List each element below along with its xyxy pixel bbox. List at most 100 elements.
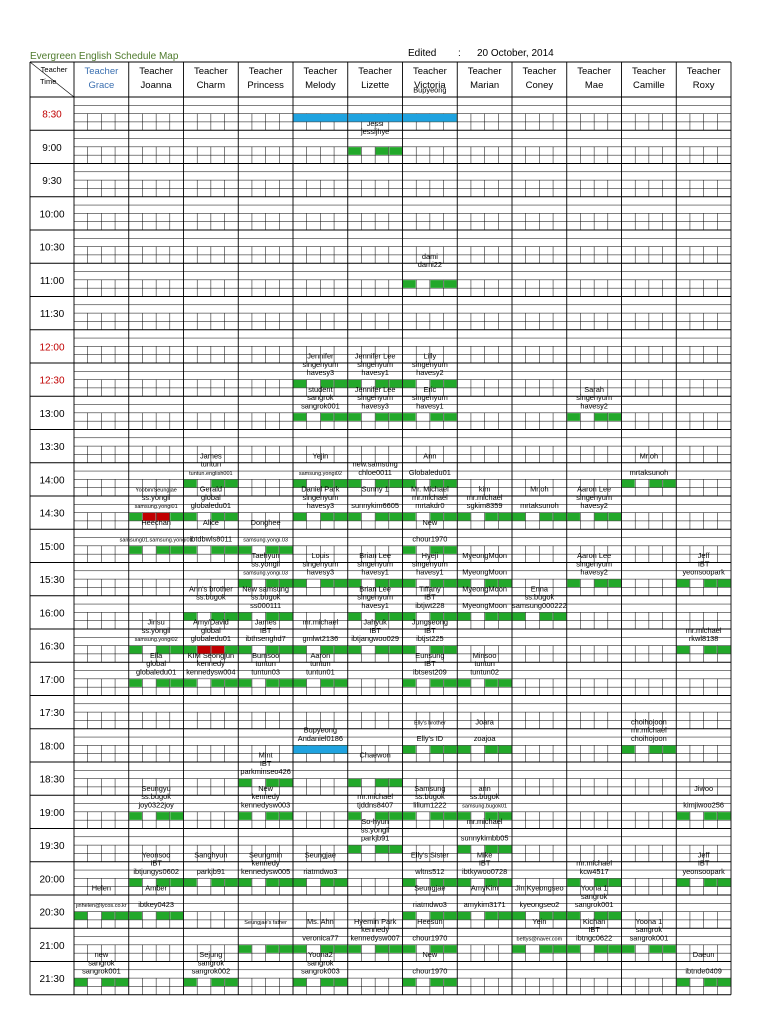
booked-slot	[485, 911, 498, 920]
schedule-entry-text: IBT	[260, 626, 272, 635]
schedule-entry-text: Aaron Lee	[577, 485, 611, 494]
time-label: 14:00	[39, 475, 64, 486]
booked-slot	[320, 679, 334, 687]
booked-slot	[389, 645, 402, 654]
booked-slot	[211, 978, 225, 987]
schedule-entry-text: sangrok002	[192, 967, 231, 976]
schedule-entry-text: singenyum	[357, 593, 393, 602]
booked-slot	[156, 679, 170, 687]
booked-slot	[498, 679, 512, 687]
schedule-entry-text: student	[308, 385, 332, 394]
booked-slot	[498, 911, 512, 920]
booked-slot	[225, 878, 238, 887]
schedule-entry-text: James	[200, 451, 222, 460]
booked-slot	[101, 978, 115, 987]
schedule-entry-text: New	[258, 784, 273, 793]
schedule-entry-text: IBT	[588, 925, 600, 934]
booked-slot	[457, 579, 471, 588]
schedule-entry-text: ibtsest209	[413, 667, 447, 676]
booked-slot	[403, 379, 416, 388]
booked-slot	[266, 679, 279, 687]
schedule-entry-text: Heechan	[141, 518, 171, 527]
schedule-entry-text: choihojoon	[631, 717, 667, 726]
booked-slot	[170, 878, 183, 887]
booked-slot	[320, 945, 334, 953]
schedule-entry-text: tuntun	[310, 659, 331, 668]
schedule-entry-text: singenyum	[303, 559, 339, 568]
booked-slot	[389, 778, 402, 787]
schedule-entry-text: tuntun	[255, 659, 276, 668]
schedule-entry-text: Taehyun	[252, 551, 280, 560]
schedule-entry-text: Jiwoo	[694, 784, 713, 793]
booked-slot	[211, 612, 225, 621]
booked-slot	[457, 612, 471, 621]
booked-slot	[348, 413, 361, 421]
booked-slot	[594, 945, 608, 953]
schedule-entry-text: Donghee	[251, 518, 281, 527]
schedule-entry-text: kcw4517	[580, 867, 609, 876]
edited-colon: :	[458, 48, 461, 59]
booked-slot	[266, 546, 279, 554]
schedule-entry-text: ss.yongil	[251, 559, 280, 568]
schedule-entry-text: Gerald	[200, 485, 222, 494]
booked-slot	[279, 612, 293, 621]
booked-slot	[444, 512, 457, 521]
schedule-entry-text: IBT	[150, 859, 162, 868]
booked-slot	[293, 479, 307, 488]
schedule-entry-text: Elly's brother	[414, 720, 446, 726]
booked-slot	[676, 579, 690, 588]
schedule-entry-text: Brian Lee	[359, 584, 391, 593]
booked-slot	[279, 546, 293, 554]
schedule-entry-text: ibtjst225	[416, 634, 444, 643]
booked-slot	[293, 413, 307, 421]
schedule-entry-text: Mr.oh	[640, 451, 658, 460]
time-label: 19:00	[39, 808, 64, 819]
time-label: 20:30	[39, 908, 64, 919]
schedule-entry-text: IBT	[698, 559, 710, 568]
booked-slot	[211, 679, 225, 687]
time-label: 9:00	[42, 143, 62, 154]
time-label: 19:30	[39, 841, 64, 852]
schedule-entry-text: yeonsoopark	[682, 568, 725, 577]
page-header: Evergreen English Schedule Map Edited : …	[0, 0, 768, 62]
booked-slot	[649, 945, 663, 953]
schedule-entry-text: So-hyun	[361, 817, 389, 826]
schedule-entry-text: singenyum	[576, 493, 612, 502]
teacher-header-prefix: Teacher	[632, 66, 666, 77]
schedule-entry-text: sangrok001	[301, 401, 340, 410]
schedule-entry-text: Aaron	[311, 651, 331, 660]
booked-slot	[430, 512, 444, 521]
schedule-entry-text: AmyKim	[471, 884, 499, 893]
schedule-entry-text: parkjb91	[197, 867, 225, 876]
booked-slot	[567, 878, 580, 887]
schedule-entry-text: mrtakdr0	[415, 501, 444, 510]
booked-slot	[567, 911, 580, 920]
teacher-header-mae: Mae	[585, 80, 603, 91]
booked-slot	[334, 479, 348, 488]
schedule-entry-text: Yeonsoo	[142, 850, 171, 859]
booked-slot	[457, 512, 471, 521]
booked-slot	[608, 878, 621, 887]
schedule-entry-text: Yein	[532, 917, 546, 926]
booked-slot	[375, 612, 389, 621]
booked-slot	[334, 878, 348, 887]
schedule-entry-text: Jungseong	[412, 618, 448, 627]
booked-slot	[704, 645, 717, 654]
schedule-entry-text: samsung.yongi.03	[243, 571, 288, 577]
booked-slot	[293, 878, 307, 887]
teacher-header-prefix: Teacher	[577, 66, 611, 77]
schedule-entry-text: global	[201, 626, 221, 635]
booked-slot	[430, 579, 444, 588]
booked-slot	[403, 745, 416, 754]
schedule-entry-text: havesy1	[361, 601, 389, 610]
booked-slot	[348, 579, 361, 588]
booked-slot	[238, 612, 252, 621]
booked-slot	[238, 645, 252, 654]
booked-slot	[594, 911, 608, 920]
red-slot	[142, 512, 156, 521]
booked-slot	[539, 945, 553, 953]
schedule-entry-text: Lilly	[424, 352, 437, 361]
booked-slot	[348, 512, 361, 521]
teacher-header-prefix: Teacher	[139, 66, 173, 77]
schedule-entry-text: globaledu01	[136, 667, 176, 676]
